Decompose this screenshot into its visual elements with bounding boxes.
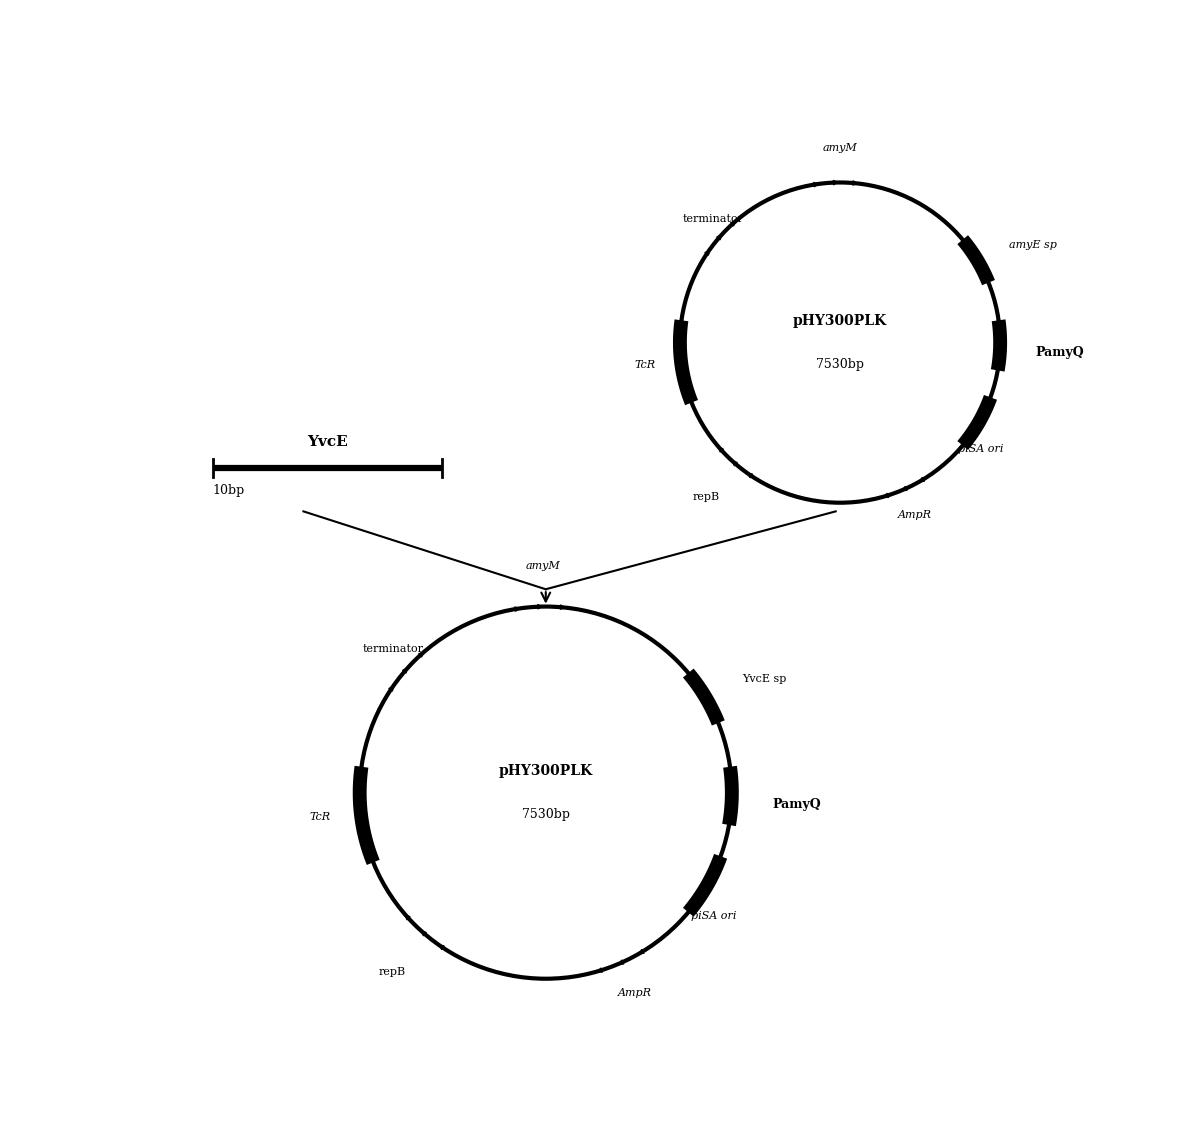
Text: AmpR: AmpR — [618, 988, 653, 998]
Text: 7530bp: 7530bp — [816, 357, 864, 371]
Text: amyE sp: amyE sp — [1009, 239, 1057, 250]
Text: 10bp: 10bp — [212, 483, 245, 497]
Text: repB: repB — [379, 967, 406, 977]
Text: terminator: terminator — [362, 644, 424, 654]
Text: TcR: TcR — [635, 360, 656, 370]
Text: piSA ori: piSA ori — [959, 444, 1004, 454]
Text: YvcE: YvcE — [307, 435, 348, 450]
Text: pHY300PLK: pHY300PLK — [499, 764, 593, 778]
Text: piSA ori: piSA ori — [691, 912, 736, 922]
Text: YvcE sp: YvcE sp — [743, 674, 787, 685]
Text: terminator: terminator — [683, 215, 743, 225]
Text: PamyQ: PamyQ — [1036, 346, 1084, 360]
Text: amyM: amyM — [526, 562, 560, 571]
Text: pHY300PLK: pHY300PLK — [793, 314, 887, 328]
Text: AmpR: AmpR — [898, 510, 931, 520]
Text: 7530bp: 7530bp — [522, 808, 570, 821]
Text: repB: repB — [692, 491, 720, 501]
Text: TcR: TcR — [310, 813, 330, 823]
Text: PamyQ: PamyQ — [773, 798, 821, 812]
Text: amyM: amyM — [823, 143, 858, 153]
